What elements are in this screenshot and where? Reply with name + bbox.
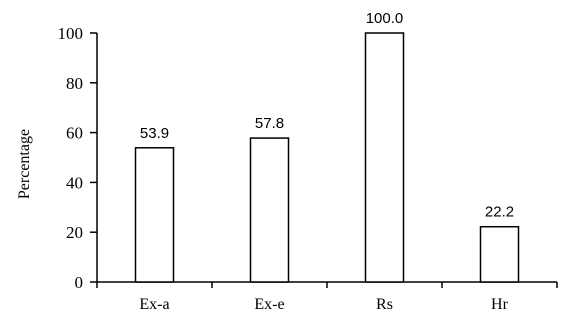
category-label: Ex-a — [139, 296, 169, 313]
data-label: 22.2 — [485, 204, 514, 221]
bar — [134, 147, 175, 283]
y-tick-label: 80 — [66, 74, 83, 93]
bar — [479, 225, 520, 283]
labels: 0 20 40 60 80 100 53.9 Ex-a 57.8 Ex-e 100.0 Rs 22.2 H… — [58, 10, 515, 313]
y-tick-label: 40 — [66, 173, 83, 192]
bar — [249, 137, 290, 283]
y-axis-label: Percentage — [16, 129, 33, 199]
data-label: 53.9 — [140, 125, 169, 142]
category-label: Ex-e — [254, 296, 284, 313]
category-label: Rs — [376, 296, 393, 313]
y-tick-label: 60 — [66, 124, 83, 143]
data-label: 100.0 — [366, 10, 404, 27]
bars — [134, 32, 520, 283]
y-tick-label: 100 — [58, 24, 84, 43]
y-tick-label: 20 — [66, 223, 83, 242]
data-label: 57.8 — [255, 115, 284, 132]
category-label: Hr — [491, 296, 509, 313]
y-tick-label: 0 — [75, 273, 84, 292]
bar — [364, 32, 405, 283]
